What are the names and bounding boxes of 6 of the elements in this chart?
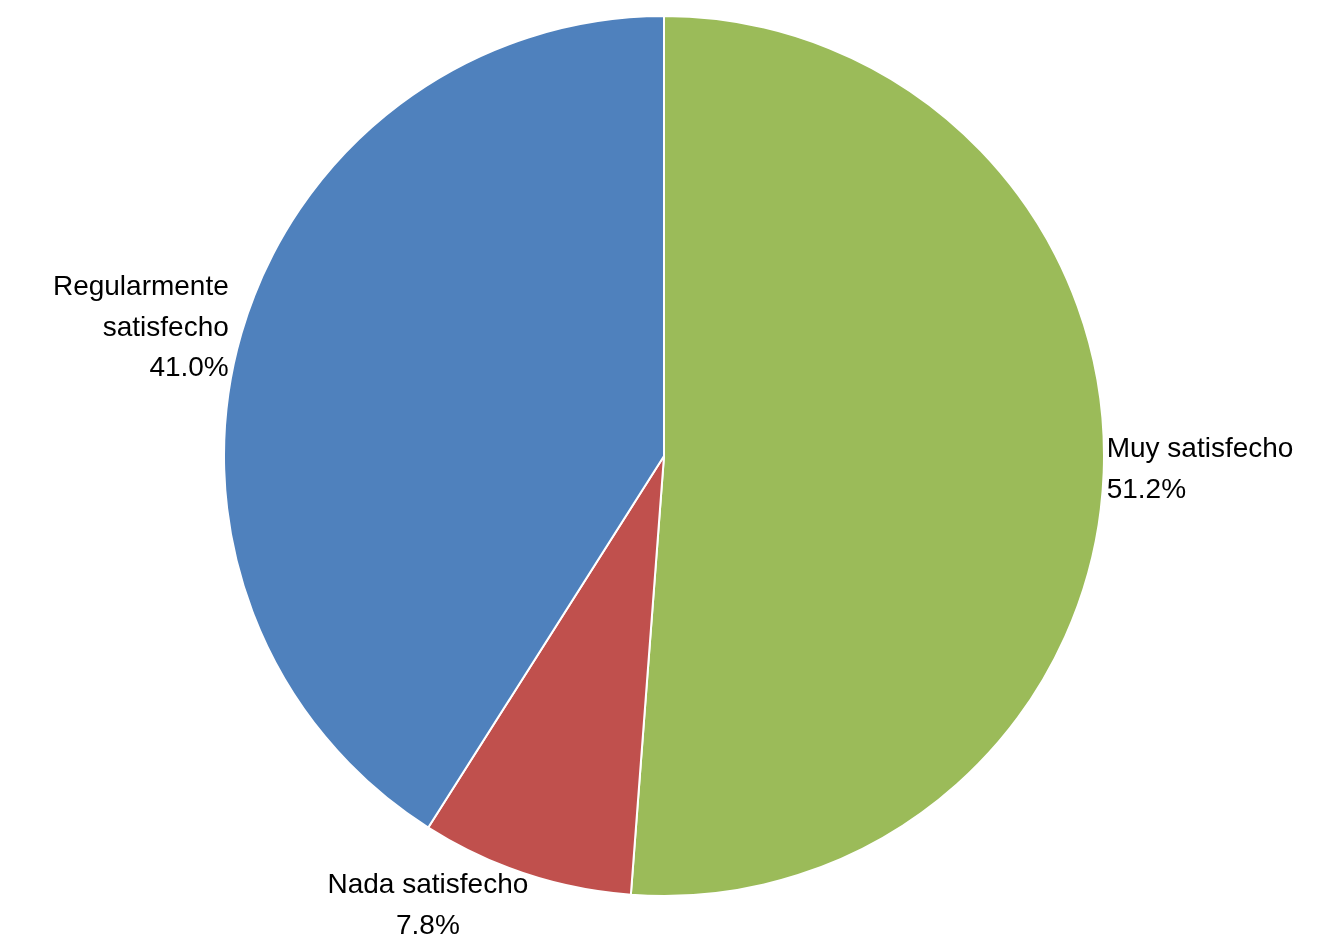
slice-label: Regularmente satisfecho (52, 270, 229, 342)
slice-label: Nada satisfecho (327, 868, 529, 899)
slice-label: Muy satisfecho (1106, 432, 1294, 464)
data-label: 41.0% (149, 351, 229, 383)
data-label: 51.2% (1106, 472, 1187, 504)
data-label: 7.8% (395, 908, 460, 940)
